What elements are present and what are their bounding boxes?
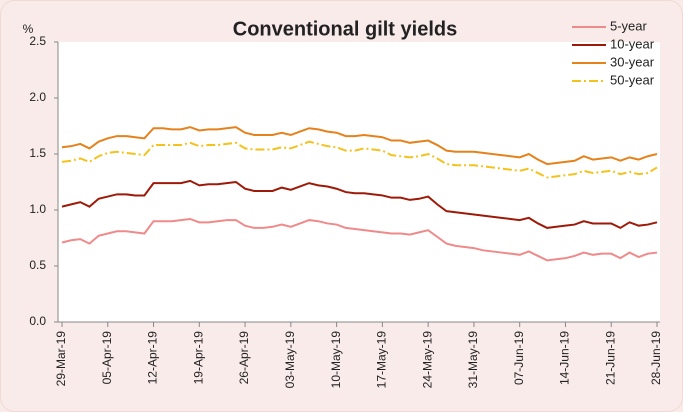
x-tick-label: 24-May-19: [420, 331, 434, 389]
y-tick-label: 0.5: [29, 258, 46, 272]
y-tick-label: 0.0: [29, 314, 46, 328]
x-tick-label: 14-Jun-19: [558, 331, 572, 385]
legend-label: 50-year: [610, 72, 655, 87]
line-series: [61, 140, 658, 179]
legend-label: 5-year: [610, 18, 648, 33]
x-tick-label: 19-Apr-19: [191, 331, 205, 385]
chart-title: Conventional gilt yields: [233, 18, 457, 40]
x-tick-label: 03-May-19: [283, 331, 297, 389]
x-tick-label: 31-May-19: [466, 331, 480, 389]
y-axis-label: %: [23, 22, 34, 36]
x-tick-label: 05-Apr-19: [100, 331, 114, 385]
line-series: [61, 179, 658, 230]
x-tick-label: 29-Mar-19: [54, 331, 68, 387]
y-tick-label: 1.0: [29, 202, 46, 216]
y-tick-label: 2.0: [29, 90, 46, 104]
y-tick-label: 1.5: [29, 146, 46, 160]
x-tick-label: 26-Apr-19: [237, 331, 251, 385]
x-tick-label: 17-May-19: [375, 331, 389, 389]
line-series: [61, 217, 658, 262]
y-tick-label: 2.5: [29, 34, 46, 48]
x-tick-label: 21-Jun-19: [603, 331, 617, 385]
line-series: [61, 126, 658, 166]
plot-area: [58, 42, 660, 322]
legend-label: 10-year: [610, 36, 655, 51]
x-tick-label: 12-Apr-19: [146, 331, 160, 385]
legend-label: 30-year: [610, 54, 655, 69]
x-tick-label: 28-Jun-19: [649, 331, 663, 385]
x-tick-label: 10-May-19: [329, 331, 343, 389]
x-tick-label: 07-Jun-19: [512, 331, 526, 385]
